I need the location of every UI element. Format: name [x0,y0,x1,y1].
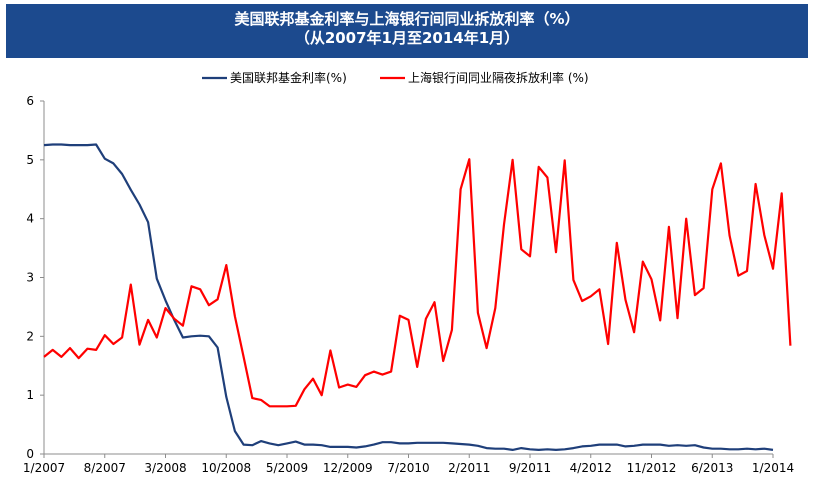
series-layer [43,143,792,451]
x-tick-label: 1/2007 [23,461,65,475]
x-tick-label: 4/2012 [570,461,612,475]
y-tick-label: 3 [26,271,34,285]
y-tick-label: 2 [26,329,34,343]
x-tick-label: 11/2012 [627,461,677,475]
y-tick-label: 0 [26,447,34,461]
legend-label: 美国联邦基金利率(%) [230,70,347,85]
y-tick-label: 5 [26,153,34,167]
legend-label: 上海银行间同业隔夜拆放利率 (%) [408,70,589,85]
chart-title: 美国联邦基金利率与上海银行间同业拆放利率（%） [234,10,580,28]
chart-subtitle: （从2007年1月至2014年1月） [294,29,520,47]
x-tick-label: 3/2008 [144,461,186,475]
x-tick-label: 7/2010 [387,461,429,475]
series-line-shibor-overnight [43,158,792,408]
axes: 0 1 2 3 4 5 6 1/2007 8/2007 3/2008 10/2008 5/2009 12… [23,94,794,475]
x-tick-label: 2/2011 [448,461,490,475]
x-tick-label: 1/2014 [752,461,794,475]
y-tick-label: 4 [26,212,34,226]
x-tick-label: 9/2011 [509,461,551,475]
series-line-fed-funds-rate [43,143,774,451]
y-tick-label: 6 [26,94,34,108]
legend: 美国联邦基金利率(%) 上海银行间同业隔夜拆放利率 (%) [202,70,589,85]
x-tick-label: 10/2008 [201,461,251,475]
y-tick-label: 1 [26,388,34,402]
x-tick-label: 6/2013 [691,461,733,475]
x-tick-label: 12/2009 [323,461,373,475]
x-tick-label: 8/2007 [84,461,126,475]
x-tick-label: 5/2009 [266,461,308,475]
chart-header: 美国联邦基金利率与上海银行间同业拆放利率（%） （从2007年1月至2014年1… [6,4,808,58]
